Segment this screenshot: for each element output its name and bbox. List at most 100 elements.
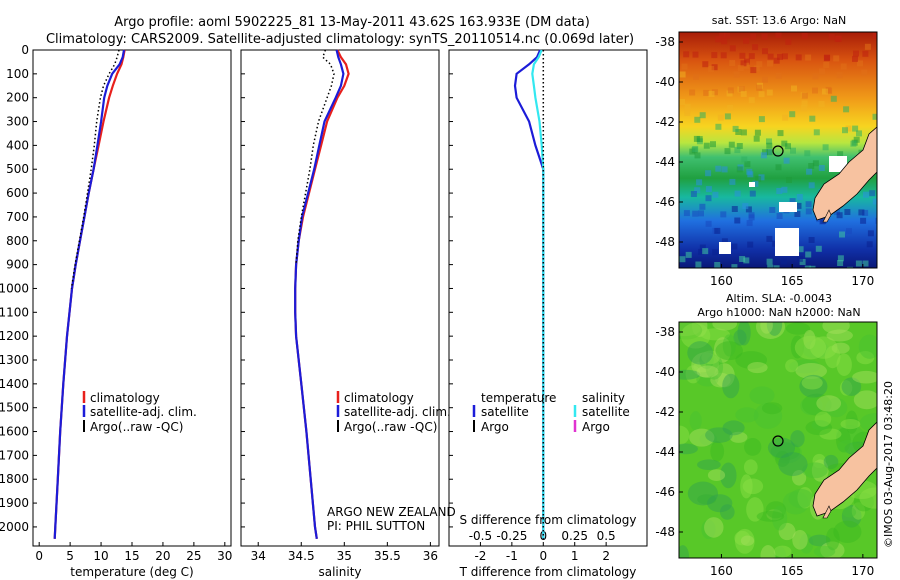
sla-blob <box>841 377 862 396</box>
sla-blob <box>771 505 788 531</box>
s-difference-tick-label: -0.5 <box>469 529 492 543</box>
sst-pixel <box>685 251 692 258</box>
sst-pixel <box>740 129 747 136</box>
sla-blob <box>851 502 866 520</box>
sst-pixel <box>773 265 780 268</box>
sst-pixel <box>806 168 813 175</box>
sla-blob <box>734 528 755 554</box>
sst-pixel <box>828 34 835 40</box>
sla-blob <box>715 341 743 361</box>
lat-tick-label: -40 <box>655 365 675 379</box>
s-difference-tick-label: -0.25 <box>496 529 527 543</box>
sla-blob <box>825 397 848 418</box>
lat-tick-label: -40 <box>655 75 675 89</box>
sst-pixel <box>762 149 768 156</box>
sst-pixel <box>760 152 767 159</box>
sst-pixel <box>843 106 850 113</box>
sla-blob <box>791 470 807 486</box>
no-data-patch <box>779 202 797 212</box>
sst-pixel <box>799 259 806 265</box>
sla-blob <box>846 417 860 430</box>
sst-pixel <box>708 90 715 97</box>
sla-blob <box>700 328 731 341</box>
sst-pixel <box>708 65 715 72</box>
sst-pixel <box>847 266 853 268</box>
sst-pixel <box>818 101 825 107</box>
sst-pixel <box>728 141 735 148</box>
sst-pixel <box>783 157 790 164</box>
sst-pixel <box>775 32 782 38</box>
no-data-patch <box>829 156 847 172</box>
sst-pixel <box>692 146 699 152</box>
t-difference-tick-label: 2 <box>602 549 610 563</box>
sla-blob <box>801 376 823 390</box>
temperature-legend: climatology satellite-adj. clim. Argo(..… <box>82 391 197 434</box>
difference-depth-ticks <box>449 49 453 528</box>
sst-pixel <box>756 61 763 68</box>
sla-blob <box>753 403 783 429</box>
sst-pixel <box>777 53 783 60</box>
sst-pixel <box>795 54 802 61</box>
sst-pixel <box>752 180 759 187</box>
sla-blob <box>722 420 745 436</box>
sla-blob <box>701 519 716 540</box>
sla-blob <box>771 441 802 464</box>
temperature-plot-frame <box>32 49 232 547</box>
sst-pixel <box>867 230 874 237</box>
institution-note: ARGO NEW ZEALAND <box>327 505 456 519</box>
sst-pixel <box>729 178 736 185</box>
sst-map-axes: 160 165 170 -38 -40 -42 -44 -46 -48 <box>655 35 874 288</box>
sst-pixel <box>795 202 802 209</box>
sst-pixel <box>872 113 877 120</box>
sst-pixel <box>715 123 722 130</box>
series-line-satellite-adj-clim- <box>53 49 126 539</box>
sst-pixel <box>721 238 728 245</box>
sla-blob <box>749 386 775 405</box>
sla-blob <box>679 369 701 380</box>
sla-blob <box>831 342 850 354</box>
sla-blob <box>679 545 690 558</box>
sst-pixel <box>694 116 701 123</box>
depth-tick-label: 100 <box>6 67 29 81</box>
sst-pixel <box>791 85 797 92</box>
sla-blob <box>756 511 785 522</box>
sst-pixel <box>776 213 783 219</box>
legend-label-climatology: climatology <box>90 391 160 405</box>
difference-legend: temperature salinity satellite Argo sate… <box>472 391 630 434</box>
sst-pixel <box>836 72 843 79</box>
sla-blob <box>737 322 751 346</box>
sst-pixel <box>724 32 730 39</box>
sst-pixel <box>818 165 825 171</box>
sst-pixel <box>695 261 702 268</box>
sst-pixel <box>837 260 844 266</box>
sst-pixel <box>752 44 759 51</box>
sst-pixel <box>781 186 788 193</box>
sla-blob <box>853 390 877 410</box>
s-difference-tick-label: 0.25 <box>561 529 588 543</box>
sst-pixel <box>819 68 825 75</box>
sla-blob <box>788 489 814 509</box>
sla-blob <box>714 363 735 388</box>
sst-pixel <box>727 104 734 111</box>
lat-tick-label: -38 <box>655 325 675 339</box>
sla-blob <box>842 507 857 518</box>
sst-pixel <box>862 260 869 267</box>
sst-pixel <box>720 52 727 59</box>
sst-pixel <box>705 195 712 202</box>
sst-pixel <box>808 237 815 243</box>
sst-map-frame <box>678 31 878 269</box>
sla-blob <box>801 393 832 416</box>
sla-blob <box>773 545 792 558</box>
sst-pixel <box>746 168 753 175</box>
sla-blob <box>767 437 796 459</box>
sla-blob <box>858 334 877 359</box>
depth-tick-label: 1100 <box>0 305 29 319</box>
sst-pixel <box>823 55 830 62</box>
land-mass <box>812 126 877 221</box>
t-difference-axis-ticks: -2 -1 0 1 2 <box>474 542 610 563</box>
sst-pixel <box>738 86 745 92</box>
sst-pixel <box>754 129 761 136</box>
sla-blob <box>699 352 714 369</box>
sst-pixel <box>812 160 819 167</box>
sst-pixel <box>724 148 731 155</box>
